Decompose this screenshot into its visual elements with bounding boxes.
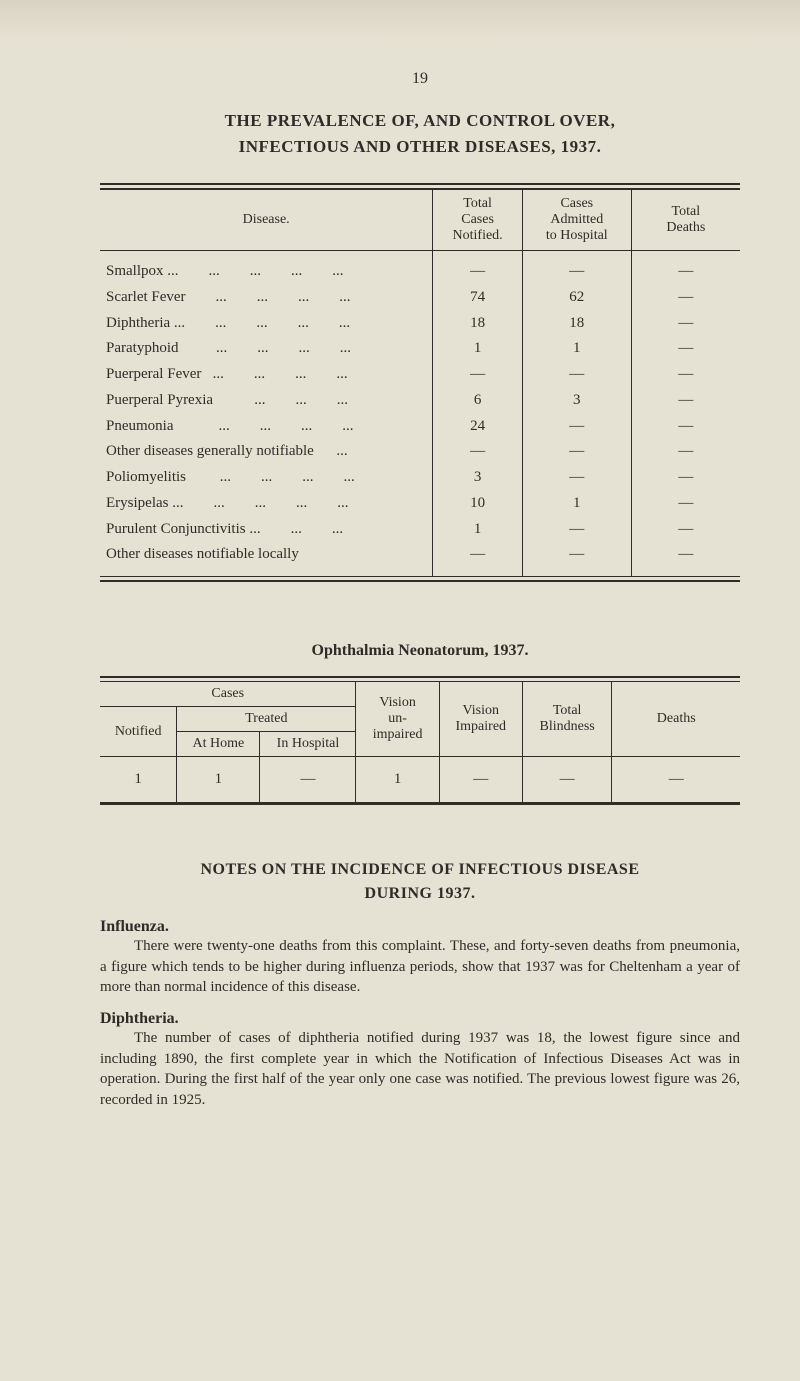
- cell-notified: 24: [433, 414, 523, 440]
- disease-name: Erysipelas ... ... ... ... ...: [100, 491, 433, 517]
- table-row: Scarlet Fever ... ... ... ...7462—: [100, 285, 740, 311]
- table-row: Paratyphoid ... ... ... ...11—: [100, 336, 740, 362]
- page-number: 19: [100, 70, 740, 88]
- val-deaths: —: [612, 757, 740, 803]
- disease-name: Puerperal Pyrexia ... ... ...: [100, 388, 433, 414]
- ophth-row: 1 1 — 1 — — —: [100, 757, 740, 803]
- diphtheria-paragraph: The number of cases of diphtheria notifi…: [100, 1028, 740, 1111]
- cell-deaths: —: [631, 285, 740, 311]
- cell-notified: 6: [433, 388, 523, 414]
- cell-notified: 10: [433, 491, 523, 517]
- disease-name: Other diseases notifiable locally: [100, 542, 433, 568]
- disease-name: Puerperal Fever ... ... ... ...: [100, 362, 433, 388]
- val-blind: —: [522, 757, 612, 803]
- disease-name: Paratyphoid ... ... ... ...: [100, 336, 433, 362]
- cell-deaths: —: [631, 362, 740, 388]
- cell-deaths: —: [631, 491, 740, 517]
- cell-admitted: —: [522, 517, 631, 543]
- cell-admitted: —: [522, 259, 631, 285]
- hdr-treated: Treated: [177, 707, 356, 732]
- col-notified: Total Cases Notified.: [433, 190, 523, 251]
- cell-admitted: 62: [522, 285, 631, 311]
- cell-admitted: 1: [522, 491, 631, 517]
- section-title: THE PREVALENCE OF, AND CONTROL OVER, INF…: [100, 108, 740, 159]
- notes-title-line-1: NOTES ON THE INCIDENCE OF INFECTIOUS DIS…: [201, 861, 640, 878]
- table-row: Poliomyelitis ... ... ... ...3——: [100, 465, 740, 491]
- cell-deaths: —: [631, 517, 740, 543]
- section-title-line-1: THE PREVALENCE OF, AND CONTROL OVER,: [225, 111, 616, 130]
- disease-name: Poliomyelitis ... ... ... ...: [100, 465, 433, 491]
- disease-name: Other diseases generally notifiable ...: [100, 439, 433, 465]
- cell-notified: 1: [433, 336, 523, 362]
- hdr-impaired: Vision Impaired: [439, 682, 522, 757]
- hdr-unimpaired: Vision un- impaired: [356, 682, 439, 757]
- ophthalmia-table: Cases Vision un- impaired Vision Impaire…: [100, 676, 740, 808]
- cell-deaths: —: [631, 259, 740, 285]
- cell-deaths: —: [631, 414, 740, 440]
- table-header-row: Disease. Total Cases Notified. Cases Adm…: [100, 190, 740, 251]
- table-row: Puerperal Fever ... ... ... ...———: [100, 362, 740, 388]
- cell-deaths: —: [631, 542, 740, 568]
- cell-deaths: —: [631, 439, 740, 465]
- table-row: Pneumonia ... ... ... ...24——: [100, 414, 740, 440]
- cell-notified: —: [433, 259, 523, 285]
- val-unimp: 1: [356, 757, 439, 803]
- hdr-in-hospital: In Hospital: [260, 732, 356, 757]
- cell-notified: 18: [433, 311, 523, 337]
- disease-name: Smallpox ... ... ... ... ...: [100, 259, 433, 285]
- hdr-blindness: Total Blindness: [522, 682, 612, 757]
- disease-table: Disease. Total Cases Notified. Cases Adm…: [100, 183, 740, 582]
- disease-name: Purulent Conjunctivitis ... ... ...: [100, 517, 433, 543]
- ophthalmia-title: Ophthalmia Neonatorum, 1937.: [100, 642, 740, 660]
- cell-notified: —: [433, 542, 523, 568]
- hdr-cases: Cases: [100, 682, 356, 707]
- hdr-deaths: Deaths: [612, 682, 740, 757]
- notes-title-line-2: DURING 1937.: [365, 885, 476, 902]
- val-in-hospital: —: [260, 757, 356, 803]
- table-row: Diphtheria ... ... ... ... ...1818—: [100, 311, 740, 337]
- section-title-line-2: INFECTIOUS AND OTHER DISEASES, 1937.: [239, 137, 602, 156]
- cell-admitted: 3: [522, 388, 631, 414]
- cell-notified: —: [433, 439, 523, 465]
- notes-title: NOTES ON THE INCIDENCE OF INFECTIOUS DIS…: [100, 858, 740, 906]
- table-row: Erysipelas ... ... ... ... ...101—: [100, 491, 740, 517]
- cell-admitted: —: [522, 465, 631, 491]
- disease-name: Pneumonia ... ... ... ...: [100, 414, 433, 440]
- table-row: Puerperal Pyrexia ... ... ...63—: [100, 388, 740, 414]
- cell-deaths: —: [631, 465, 740, 491]
- cell-deaths: —: [631, 311, 740, 337]
- disease-name: Diphtheria ... ... ... ... ...: [100, 311, 433, 337]
- table-row: Purulent Conjunctivitis ... ... ...1——: [100, 517, 740, 543]
- table-row: Other diseases notifiable locally———: [100, 542, 740, 568]
- influenza-paragraph: There were twenty-one deaths from this c…: [100, 936, 740, 998]
- disease-name: Scarlet Fever ... ... ... ...: [100, 285, 433, 311]
- col-disease: Disease.: [100, 190, 433, 251]
- cell-notified: 74: [433, 285, 523, 311]
- cell-admitted: —: [522, 414, 631, 440]
- diphtheria-heading: Diphtheria.: [100, 1010, 740, 1028]
- val-at-home: 1: [177, 757, 260, 803]
- val-notified: 1: [100, 757, 177, 803]
- cell-notified: 1: [433, 517, 523, 543]
- cell-notified: 3: [433, 465, 523, 491]
- cell-admitted: 18: [522, 311, 631, 337]
- cell-deaths: —: [631, 336, 740, 362]
- col-admitted: Cases Admitted to Hospital: [522, 190, 631, 251]
- cell-admitted: 1: [522, 336, 631, 362]
- col-deaths: Total Deaths: [631, 190, 740, 251]
- cell-deaths: —: [631, 388, 740, 414]
- cell-admitted: —: [522, 439, 631, 465]
- hdr-at-home: At Home: [177, 732, 260, 757]
- influenza-heading: Influenza.: [100, 918, 740, 936]
- val-imp: —: [439, 757, 522, 803]
- cell-notified: —: [433, 362, 523, 388]
- table-row: Other diseases generally notifiable ...—…: [100, 439, 740, 465]
- cell-admitted: —: [522, 362, 631, 388]
- table-row: Smallpox ... ... ... ... ...———: [100, 259, 740, 285]
- hdr-notified: Notified: [100, 707, 177, 757]
- cell-admitted: —: [522, 542, 631, 568]
